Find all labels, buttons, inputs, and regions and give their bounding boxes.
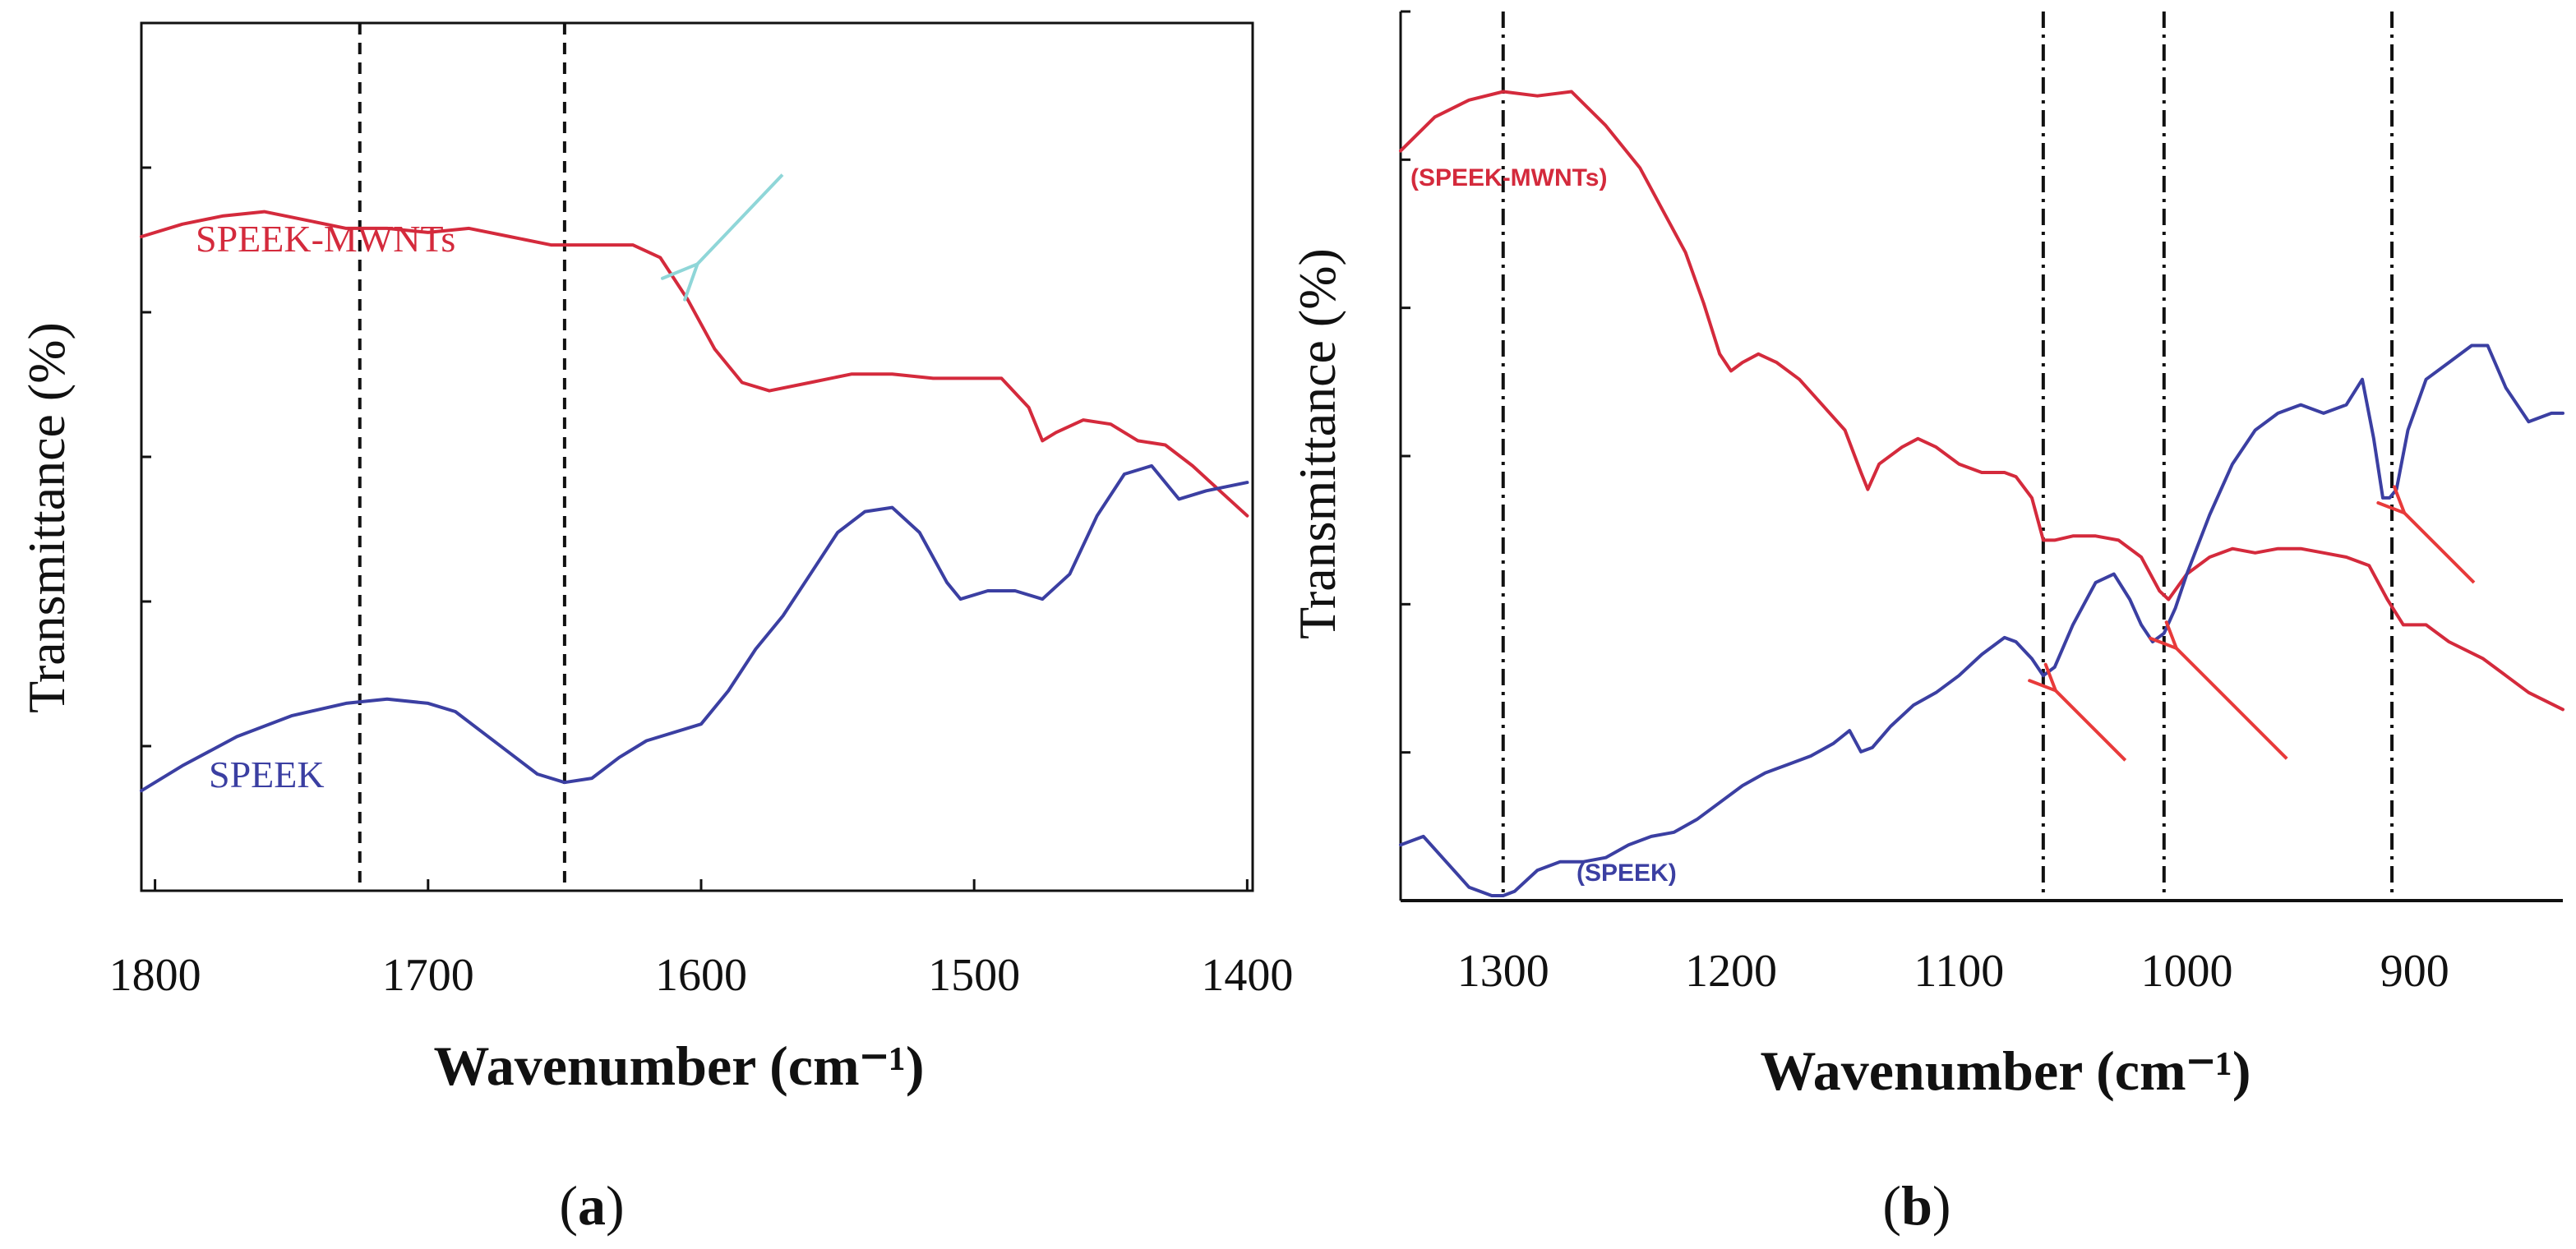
panel-a-series xyxy=(140,210,1249,793)
panel-a-label: (a) xyxy=(559,1174,624,1237)
panel-a-series-label-speek-mwnts: SPEEK-MWNTs xyxy=(196,218,455,260)
panel-b-x-tick-label-1: 1200 xyxy=(1685,946,1777,997)
panel-b-series-label-speek-mwnts: (SPEEK-MWNTs) xyxy=(1410,164,1607,191)
panel-b: 1300 1200 1100 1000 900 (SPEEK-MWNTs) (SPEEK… xyxy=(1288,10,2564,1237)
panel-b-plot-frame-bg xyxy=(1401,12,2563,901)
panel-b-x-tick-labels: 1300 1200 1100 1000 900 xyxy=(1457,946,2449,997)
panel-b-label: (b) xyxy=(1882,1174,1950,1237)
panel-a-x-ticks xyxy=(154,879,1249,891)
panel-a-x-tick-label-4: 1400 xyxy=(1201,950,1293,1001)
panel-a-ylabel: Transmittance (%) xyxy=(17,322,76,713)
panel-a-x-tick-label-1: 1700 xyxy=(382,950,474,1001)
panel-a-series-line-speek-mwnts xyxy=(140,210,1249,518)
panel-a-series-label-speek: SPEEK xyxy=(209,754,325,795)
panel-b-series-line-speek xyxy=(1399,343,2564,897)
panel-a-annotations xyxy=(660,173,784,302)
panel-a-x-tick-label-2: 1600 xyxy=(655,950,747,1001)
panel-a-y-ticks xyxy=(141,21,151,892)
panel-a-x-tick-label-3: 1500 xyxy=(928,950,1020,1001)
panel-b-annotations xyxy=(2028,485,2476,762)
panel-b-series-label-speek: (SPEEK) xyxy=(1577,860,1677,887)
panel-b-series-line-speek-mwnts xyxy=(1399,90,2564,712)
panel-b-y-ticks xyxy=(1401,10,1410,902)
panel-a-xlabel: Wavenumber (cm⁻¹) xyxy=(433,1035,924,1097)
panel-a-series-line-speek xyxy=(140,463,1249,793)
panel-b-xlabel: Wavenumber (cm⁻¹) xyxy=(1760,1039,2251,1102)
panel-a-x-tick-label-0: 1800 xyxy=(109,950,201,1001)
panel-a-annotation-arrow-0 xyxy=(660,173,784,302)
panel-b-annotation-arrow-1 xyxy=(2149,620,2288,760)
panel-b-series xyxy=(1399,90,2564,897)
panel-a: 1800 1700 1600 1500 1400 SPEEK-MWNTs SPEEK T… xyxy=(17,21,1294,1237)
panel-b-x-tick-label-4: 900 xyxy=(2380,946,2449,997)
panel-b-x-tick-label-0: 1300 xyxy=(1457,946,1549,997)
panel-b-annotation-arrow-0 xyxy=(2028,662,2127,762)
panel-a-reference-lines xyxy=(358,23,566,891)
panel-b-x-tick-label-2: 1100 xyxy=(1914,946,2004,997)
panel-b-x-tick-label-3: 1000 xyxy=(2141,946,2233,997)
panel-a-x-tick-labels: 1800 1700 1600 1500 1400 xyxy=(109,950,1294,1001)
panel-b-annotation-arrow-2 xyxy=(2376,485,2476,584)
panel-b-ylabel: Transmittance (%) xyxy=(1288,248,1346,639)
panel-b-letter: b xyxy=(1901,1174,1932,1237)
panel-a-letter: a xyxy=(578,1174,606,1237)
